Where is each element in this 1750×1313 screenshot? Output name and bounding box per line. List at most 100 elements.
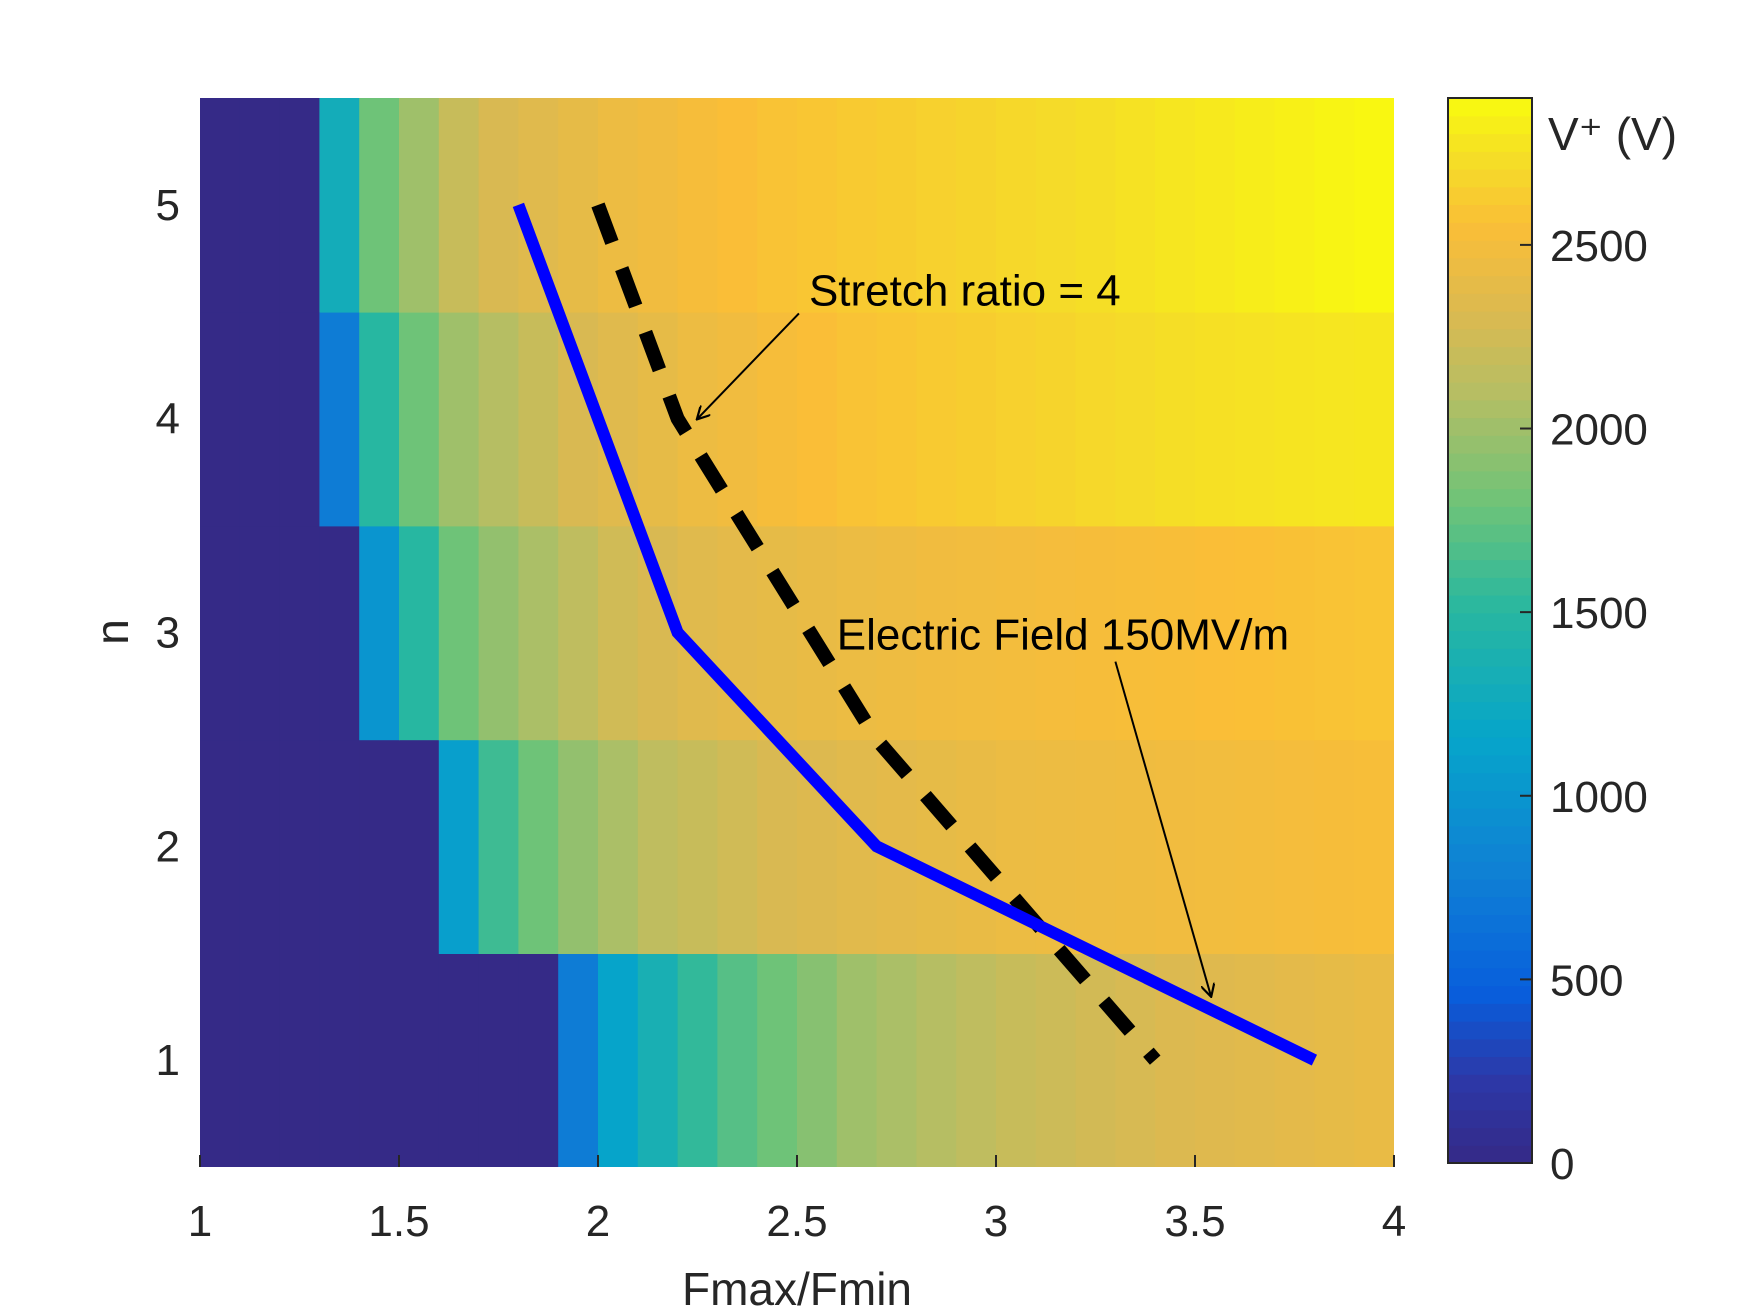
heatmap-cell [518,311,559,527]
heatmap-cell [1354,739,1394,954]
heatmap-cell [478,953,520,1167]
colorbar-tick-label: 1000 [1550,773,1648,822]
heatmap-cell [279,739,321,954]
colorbar-segment [1448,346,1532,365]
heatmap-cell [916,525,957,741]
colorbar-segment [1448,879,1532,898]
colorbar-tick-label: 1500 [1550,589,1648,638]
annotation-arrow [698,312,800,418]
colorbar-segment [1448,950,1532,969]
heatmap-cell [836,311,878,527]
colorbar-segment [1448,257,1532,277]
series-lines [512,202,1318,1066]
colorbar-segment [1448,382,1532,401]
heatmap-cell [319,525,360,741]
colorbar-segment [1448,612,1532,632]
colorbar-segment [1448,896,1532,916]
heatmap-cell [239,525,281,741]
colorbar-segment [1448,808,1532,827]
heatmap-cell [637,953,679,1167]
heatmap-cell [239,739,281,954]
heatmap-cell [399,98,440,313]
heatmap-cell [200,525,241,741]
heatmap-cell [916,953,957,1167]
heatmap-cell [677,953,719,1167]
heatmap-cell [1274,525,1316,741]
heatmap-cell [200,739,241,954]
heatmap-cell [1354,953,1394,1167]
colorbar-tick-label: 500 [1550,956,1623,1005]
colorbar-segment [1448,1056,1532,1075]
heatmap-cell [359,311,400,527]
heatmap-cell [1234,98,1276,313]
heatmap-cell [757,525,798,741]
heatmap-cell [558,525,599,741]
heatmap-cell [598,525,639,741]
colorbar-segment [1448,772,1532,791]
colorbar-segment [1448,275,1532,294]
heatmap-cell [319,311,360,527]
heatmap-cell [1115,311,1156,527]
colorbar-segment [1448,453,1532,472]
x-tick-label: 1.5 [368,1197,429,1246]
heatmap-cell [1075,98,1117,313]
y-axis: 1 2 3 4 5 [156,181,180,1085]
heatmap-cell [956,311,997,527]
colorbar: 0 500 1000 1500 2000 2500 [1447,97,1648,1189]
colorbar-segment [1448,204,1532,223]
colorbar-segment [1448,985,1532,1004]
heatmap-cell [279,311,321,527]
heatmap-cell [279,525,321,741]
heatmap-cell [996,311,1037,527]
colorbar-segment [1448,1092,1532,1111]
heatmap-cell [558,98,599,313]
heatmap-cell [598,311,639,527]
heatmap-cell [797,98,838,313]
heatmap-cell [279,98,321,313]
colorbar-segment [1448,577,1532,596]
heatmap-cell [200,953,241,1167]
colorbar-segment [1448,293,1532,312]
heatmap-cell [200,98,241,313]
heatmap-cell [1234,311,1276,527]
heatmap-cell [359,953,400,1167]
x-tick-label: 4 [1382,1197,1406,1246]
heatmap-cell [319,98,360,313]
heatmap-cell [1115,98,1156,313]
heatmap-cell [239,311,281,527]
heatmap-cell [916,739,957,954]
colorbar-segment [1448,825,1532,845]
colorbar-segment [1448,737,1532,756]
solid-line [512,202,1318,1066]
heatmap-cell [319,953,360,1167]
annotation-arrow [1114,661,1211,996]
heatmap-cell [438,953,480,1167]
heatmap-cell [518,98,559,313]
heatmap-cell [1234,739,1276,954]
heatmap-cell [478,311,520,527]
colorbar-segment [1448,186,1532,206]
heatmap-cell [478,98,520,313]
colorbar-segment [1448,98,1532,117]
colorbar-segment [1448,133,1532,152]
colorbar-segment [1448,701,1532,720]
heatmap-cell [1115,739,1156,954]
heatmap-cell [637,98,679,313]
heatmap-cell [1075,953,1117,1167]
colorbar-segment [1448,1038,1532,1058]
heatmap-cell [916,311,957,527]
heatmap-cell [717,311,758,527]
heatmap-cell [1075,311,1117,527]
heatmap-cell [399,311,440,527]
heatmap-cell [757,739,798,954]
colorbar-segment [1448,1109,1532,1129]
colorbar-segment [1448,328,1532,348]
colorbar-segment [1448,666,1532,685]
heatmap-cell [717,98,758,313]
heatmap-cell [438,98,480,313]
heatmap-cell [1195,98,1236,313]
colorbar-segment [1448,1074,1532,1093]
y-tick-label: 5 [156,181,180,230]
heatmap-cell [598,739,639,954]
